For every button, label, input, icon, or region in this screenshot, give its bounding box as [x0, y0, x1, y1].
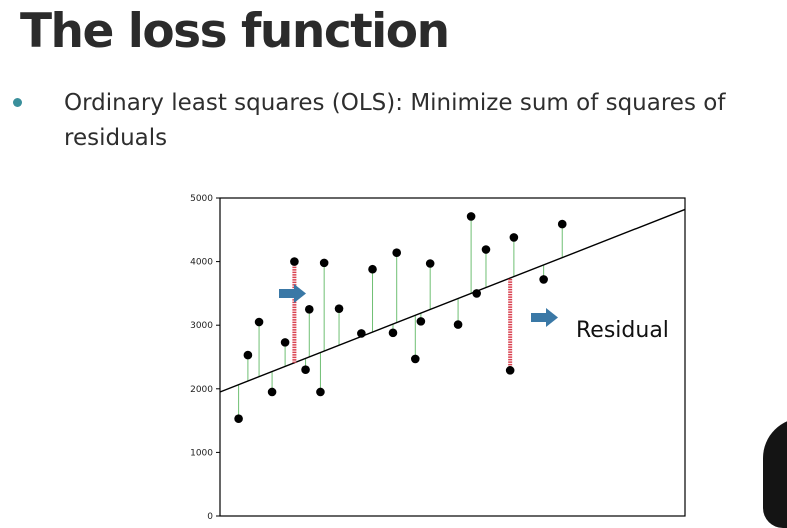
data-point	[453, 320, 463, 329]
y-tick-label: 5000	[190, 194, 213, 204]
residual-lines	[238, 216, 563, 419]
y-tick-label: 2000	[190, 385, 213, 395]
data-point	[334, 304, 344, 313]
data-point	[319, 258, 329, 268]
data-point	[481, 245, 491, 254]
data-point	[304, 305, 314, 314]
data-point	[254, 317, 264, 327]
data-point	[243, 350, 253, 360]
y-tick-label: 4000	[190, 258, 213, 268]
residual-label: Residual	[576, 318, 669, 343]
bullet-text: Ordinary least squares (OLS): Minimize s…	[64, 90, 726, 151]
data-point	[509, 233, 519, 242]
y-axis-ticks: 0 1000 2000 3000 4000 5000	[190, 194, 220, 522]
data-point	[472, 289, 481, 298]
data-point	[280, 338, 290, 347]
regression-line	[219, 208, 686, 393]
right-arrow-icon	[531, 308, 558, 327]
data-point	[388, 328, 398, 338]
data-point	[357, 329, 366, 338]
highlighted-residuals	[292, 261, 513, 371]
data-point	[234, 414, 243, 423]
data-point	[267, 387, 277, 397]
data-point	[466, 212, 476, 221]
data-point	[557, 219, 567, 229]
data-point	[539, 275, 548, 284]
data-point	[290, 257, 299, 266]
data-point	[416, 317, 426, 326]
data-points	[234, 212, 567, 423]
bullet-dot	[13, 98, 22, 107]
slide-title: The loss function	[20, 4, 450, 59]
data-point	[316, 387, 325, 397]
y-tick-label: 1000	[190, 448, 213, 458]
data-point	[425, 259, 435, 268]
data-point	[411, 354, 420, 364]
right-arrow-icon	[279, 284, 306, 303]
y-tick-label: 0	[207, 512, 213, 522]
data-point	[368, 264, 377, 274]
plot-frame	[219, 197, 686, 517]
y-tick-label: 3000	[190, 321, 213, 331]
data-point	[392, 248, 402, 257]
data-point	[505, 366, 515, 375]
data-point	[301, 365, 310, 375]
